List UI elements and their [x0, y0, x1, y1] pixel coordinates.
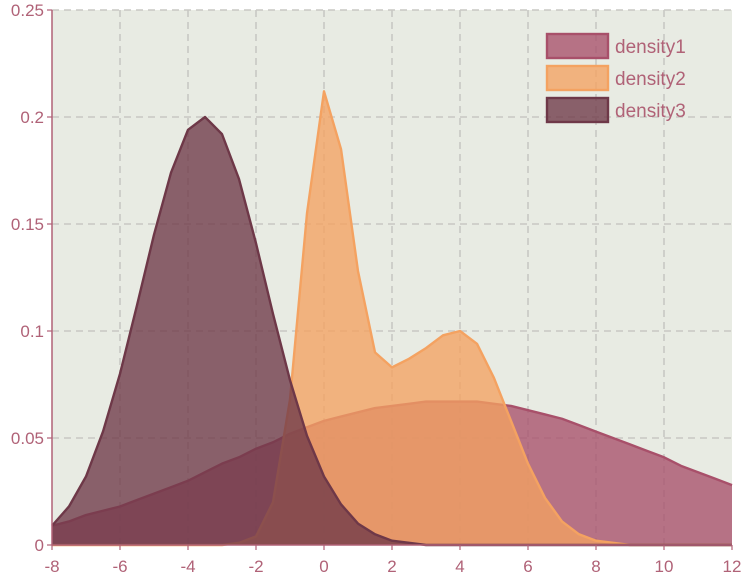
legend-swatch-density3: [545, 96, 610, 124]
x-tick-label: 8: [591, 557, 600, 576]
density-areas: [51, 90, 733, 547]
x-tick-label: 0: [319, 557, 328, 576]
x-tick-label: -6: [112, 557, 127, 576]
legend-label-density2: density2: [615, 69, 686, 90]
x-tick-label: 10: [655, 557, 674, 576]
x-axis-ticks: -8 -6 -4 -2 0 2 4 6 8 10 12: [44, 545, 741, 576]
legend: density1 density2 density3: [545, 32, 686, 124]
legend-label-density3: density3: [615, 101, 686, 122]
area-density3: [52, 117, 732, 545]
y-tick-label: 0.05: [11, 429, 44, 448]
x-tick-label: 6: [523, 557, 532, 576]
area-density2: [52, 91, 732, 545]
x-tick-label: 2: [387, 557, 396, 576]
y-tick-label: 0.1: [20, 322, 44, 341]
y-axis-ticks: 0 0.05 0.1 0.15 0.2 0.25: [11, 1, 52, 555]
x-tick-label: 12: [723, 557, 742, 576]
y-tick-label: 0.2: [20, 108, 44, 127]
y-tick-label: 0.25: [11, 1, 44, 20]
y-tick-label: 0: [35, 536, 44, 555]
x-tick-label: -4: [180, 557, 195, 576]
x-tick-label: -2: [248, 557, 263, 576]
legend-label-density1: density1: [615, 37, 686, 58]
x-tick-label: 4: [455, 557, 464, 576]
y-tick-label: 0.15: [11, 215, 44, 234]
x-tick-label: -8: [44, 557, 59, 576]
legend-swatch-density2: [545, 64, 610, 92]
legend-swatch-density1: [545, 32, 610, 60]
